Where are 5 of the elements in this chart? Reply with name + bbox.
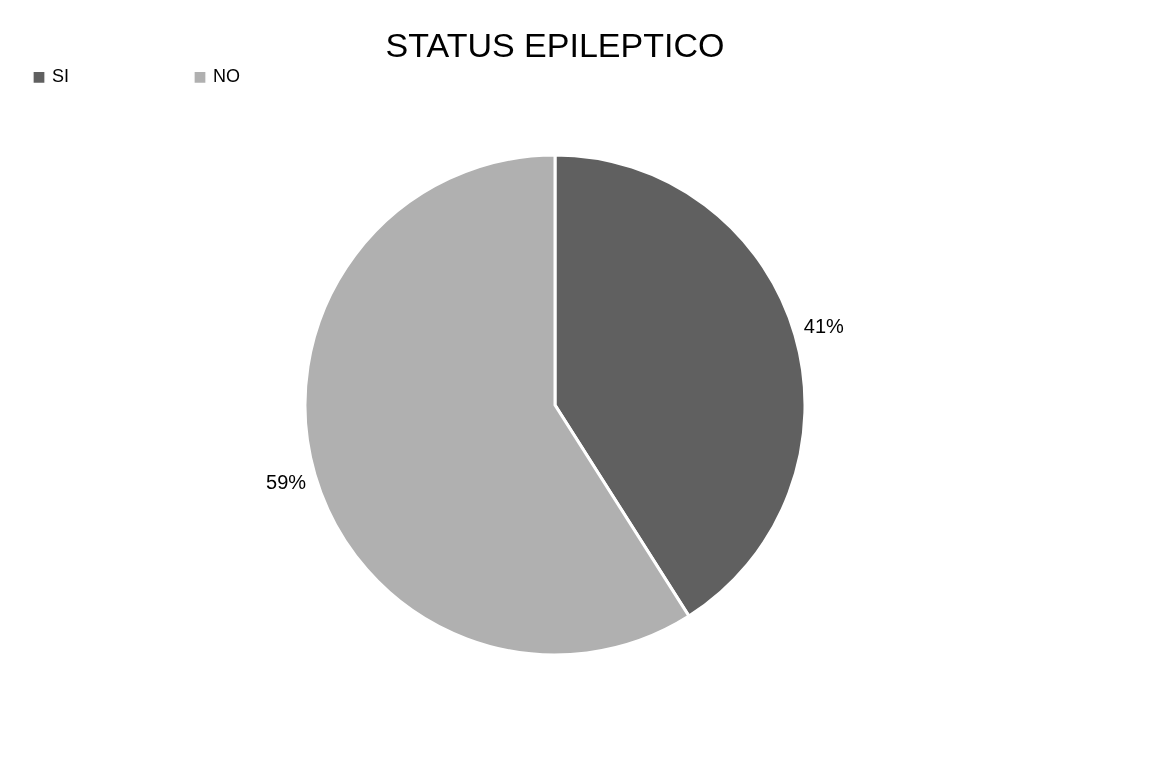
data-label: 59% — [266, 471, 307, 494]
chart-title: STATUS EPILEPTICO — [385, 26, 725, 64]
legend-label: NO — [213, 66, 240, 87]
data-label: 41% — [803, 314, 845, 337]
legend-label: SI — [52, 66, 70, 87]
